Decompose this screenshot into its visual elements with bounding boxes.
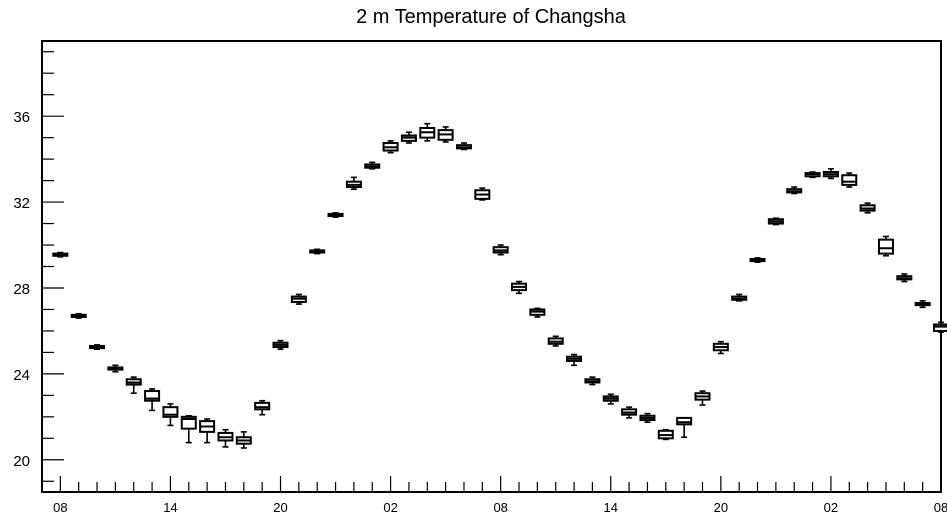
box-item: [767, 217, 784, 226]
box-item: [859, 202, 876, 214]
x-tick-label: 02: [383, 500, 397, 515]
x-tick-label: 20: [714, 500, 728, 515]
box-item: [639, 412, 656, 424]
box-item: [657, 428, 674, 441]
box-item: [529, 307, 546, 318]
box-item: [382, 140, 399, 154]
box-item: [254, 399, 271, 416]
box-item: [144, 388, 161, 412]
box-item: [199, 418, 216, 444]
y-tick-label: 24: [13, 367, 30, 384]
box-item: [877, 235, 894, 257]
box-item: [180, 414, 197, 444]
y-tick-label: 32: [13, 195, 30, 212]
box-iqr: [254, 401, 271, 411]
box-item: [89, 344, 106, 350]
x-tick-label: 08: [493, 500, 507, 515]
x-tick-label: 14: [163, 500, 177, 515]
y-tick-label: 28: [13, 281, 30, 298]
box-iqr: [877, 238, 894, 255]
plot-frame: [41, 40, 942, 493]
box-item: [584, 376, 601, 386]
box-item: [364, 161, 381, 170]
box-item: [419, 122, 436, 142]
box-item: [437, 126, 454, 143]
box-item: [676, 416, 693, 439]
y-axis: 20 24 28 32 36: [13, 51, 64, 482]
x-tick-label: 02: [824, 500, 838, 515]
box-iqr: [676, 416, 693, 426]
box-item: [474, 187, 491, 201]
box-item: [602, 393, 619, 405]
box-iqr: [162, 406, 179, 418]
box-item: [914, 300, 931, 309]
box-item: [896, 273, 913, 283]
box-item: [327, 212, 344, 218]
box-item: [400, 131, 417, 144]
box-item: [70, 312, 87, 319]
box-item: [492, 244, 509, 256]
box-item: [841, 172, 858, 188]
box-item: [345, 176, 362, 190]
box-item: [749, 257, 766, 264]
box-item: [235, 431, 252, 449]
x-tick-label: 08: [934, 500, 947, 515]
box-iqr: [841, 174, 858, 186]
box-item: [822, 167, 839, 180]
y-tick-label: 36: [13, 109, 30, 126]
box-item: [290, 293, 307, 305]
box-item: [162, 403, 179, 427]
box-item: [694, 390, 711, 406]
box-item: [52, 251, 69, 258]
box-iqr: [144, 390, 161, 402]
box-item: [804, 171, 821, 179]
x-tick-label: 14: [604, 500, 618, 515]
box-item: [455, 142, 472, 151]
box-item: [731, 293, 748, 302]
x-tick-label: 08: [53, 500, 67, 515]
box-item: [547, 335, 564, 347]
box-iqr: [933, 323, 947, 332]
x-tick-label: 20: [273, 500, 287, 515]
box-item: [786, 186, 803, 195]
box-series: [52, 122, 947, 449]
box-item: [217, 428, 234, 448]
box-item: [125, 376, 142, 395]
box-item: [566, 353, 583, 367]
box-item: [933, 321, 947, 333]
box-iqr: [180, 415, 197, 430]
box-item: [621, 406, 638, 419]
box-item: [309, 248, 326, 255]
box-item: [107, 364, 124, 373]
chart-title: 2 m Temperature of Changsha: [356, 6, 627, 28]
x-axis: 08 14 20 02 08 14 20 02 08: [53, 476, 947, 515]
box-item: [712, 340, 729, 355]
box-item: [272, 339, 289, 350]
box-item: [511, 280, 528, 295]
y-tick-label: 20: [13, 453, 30, 470]
